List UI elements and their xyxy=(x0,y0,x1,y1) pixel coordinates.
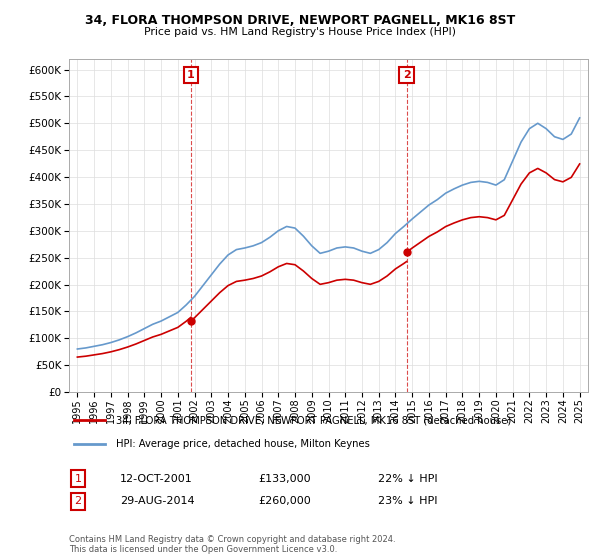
Text: £260,000: £260,000 xyxy=(258,496,311,506)
Text: 2: 2 xyxy=(403,70,410,80)
Text: HPI: Average price, detached house, Milton Keynes: HPI: Average price, detached house, Milt… xyxy=(116,439,370,449)
Text: 29-AUG-2014: 29-AUG-2014 xyxy=(120,496,194,506)
Text: 34, FLORA THOMPSON DRIVE, NEWPORT PAGNELL, MK16 8ST: 34, FLORA THOMPSON DRIVE, NEWPORT PAGNEL… xyxy=(85,14,515,27)
Text: 34, FLORA THOMPSON DRIVE, NEWPORT PAGNELL, MK16 8ST (detached house): 34, FLORA THOMPSON DRIVE, NEWPORT PAGNEL… xyxy=(116,415,511,425)
Text: 12-OCT-2001: 12-OCT-2001 xyxy=(120,474,193,484)
Text: £133,000: £133,000 xyxy=(258,474,311,484)
Text: 23% ↓ HPI: 23% ↓ HPI xyxy=(378,496,437,506)
Text: Contains HM Land Registry data © Crown copyright and database right 2024.
This d: Contains HM Land Registry data © Crown c… xyxy=(69,535,395,554)
Text: 1: 1 xyxy=(74,474,82,484)
Text: 2: 2 xyxy=(74,496,82,506)
Text: 1: 1 xyxy=(187,70,195,80)
Text: 22% ↓ HPI: 22% ↓ HPI xyxy=(378,474,437,484)
Text: Price paid vs. HM Land Registry's House Price Index (HPI): Price paid vs. HM Land Registry's House … xyxy=(144,27,456,37)
